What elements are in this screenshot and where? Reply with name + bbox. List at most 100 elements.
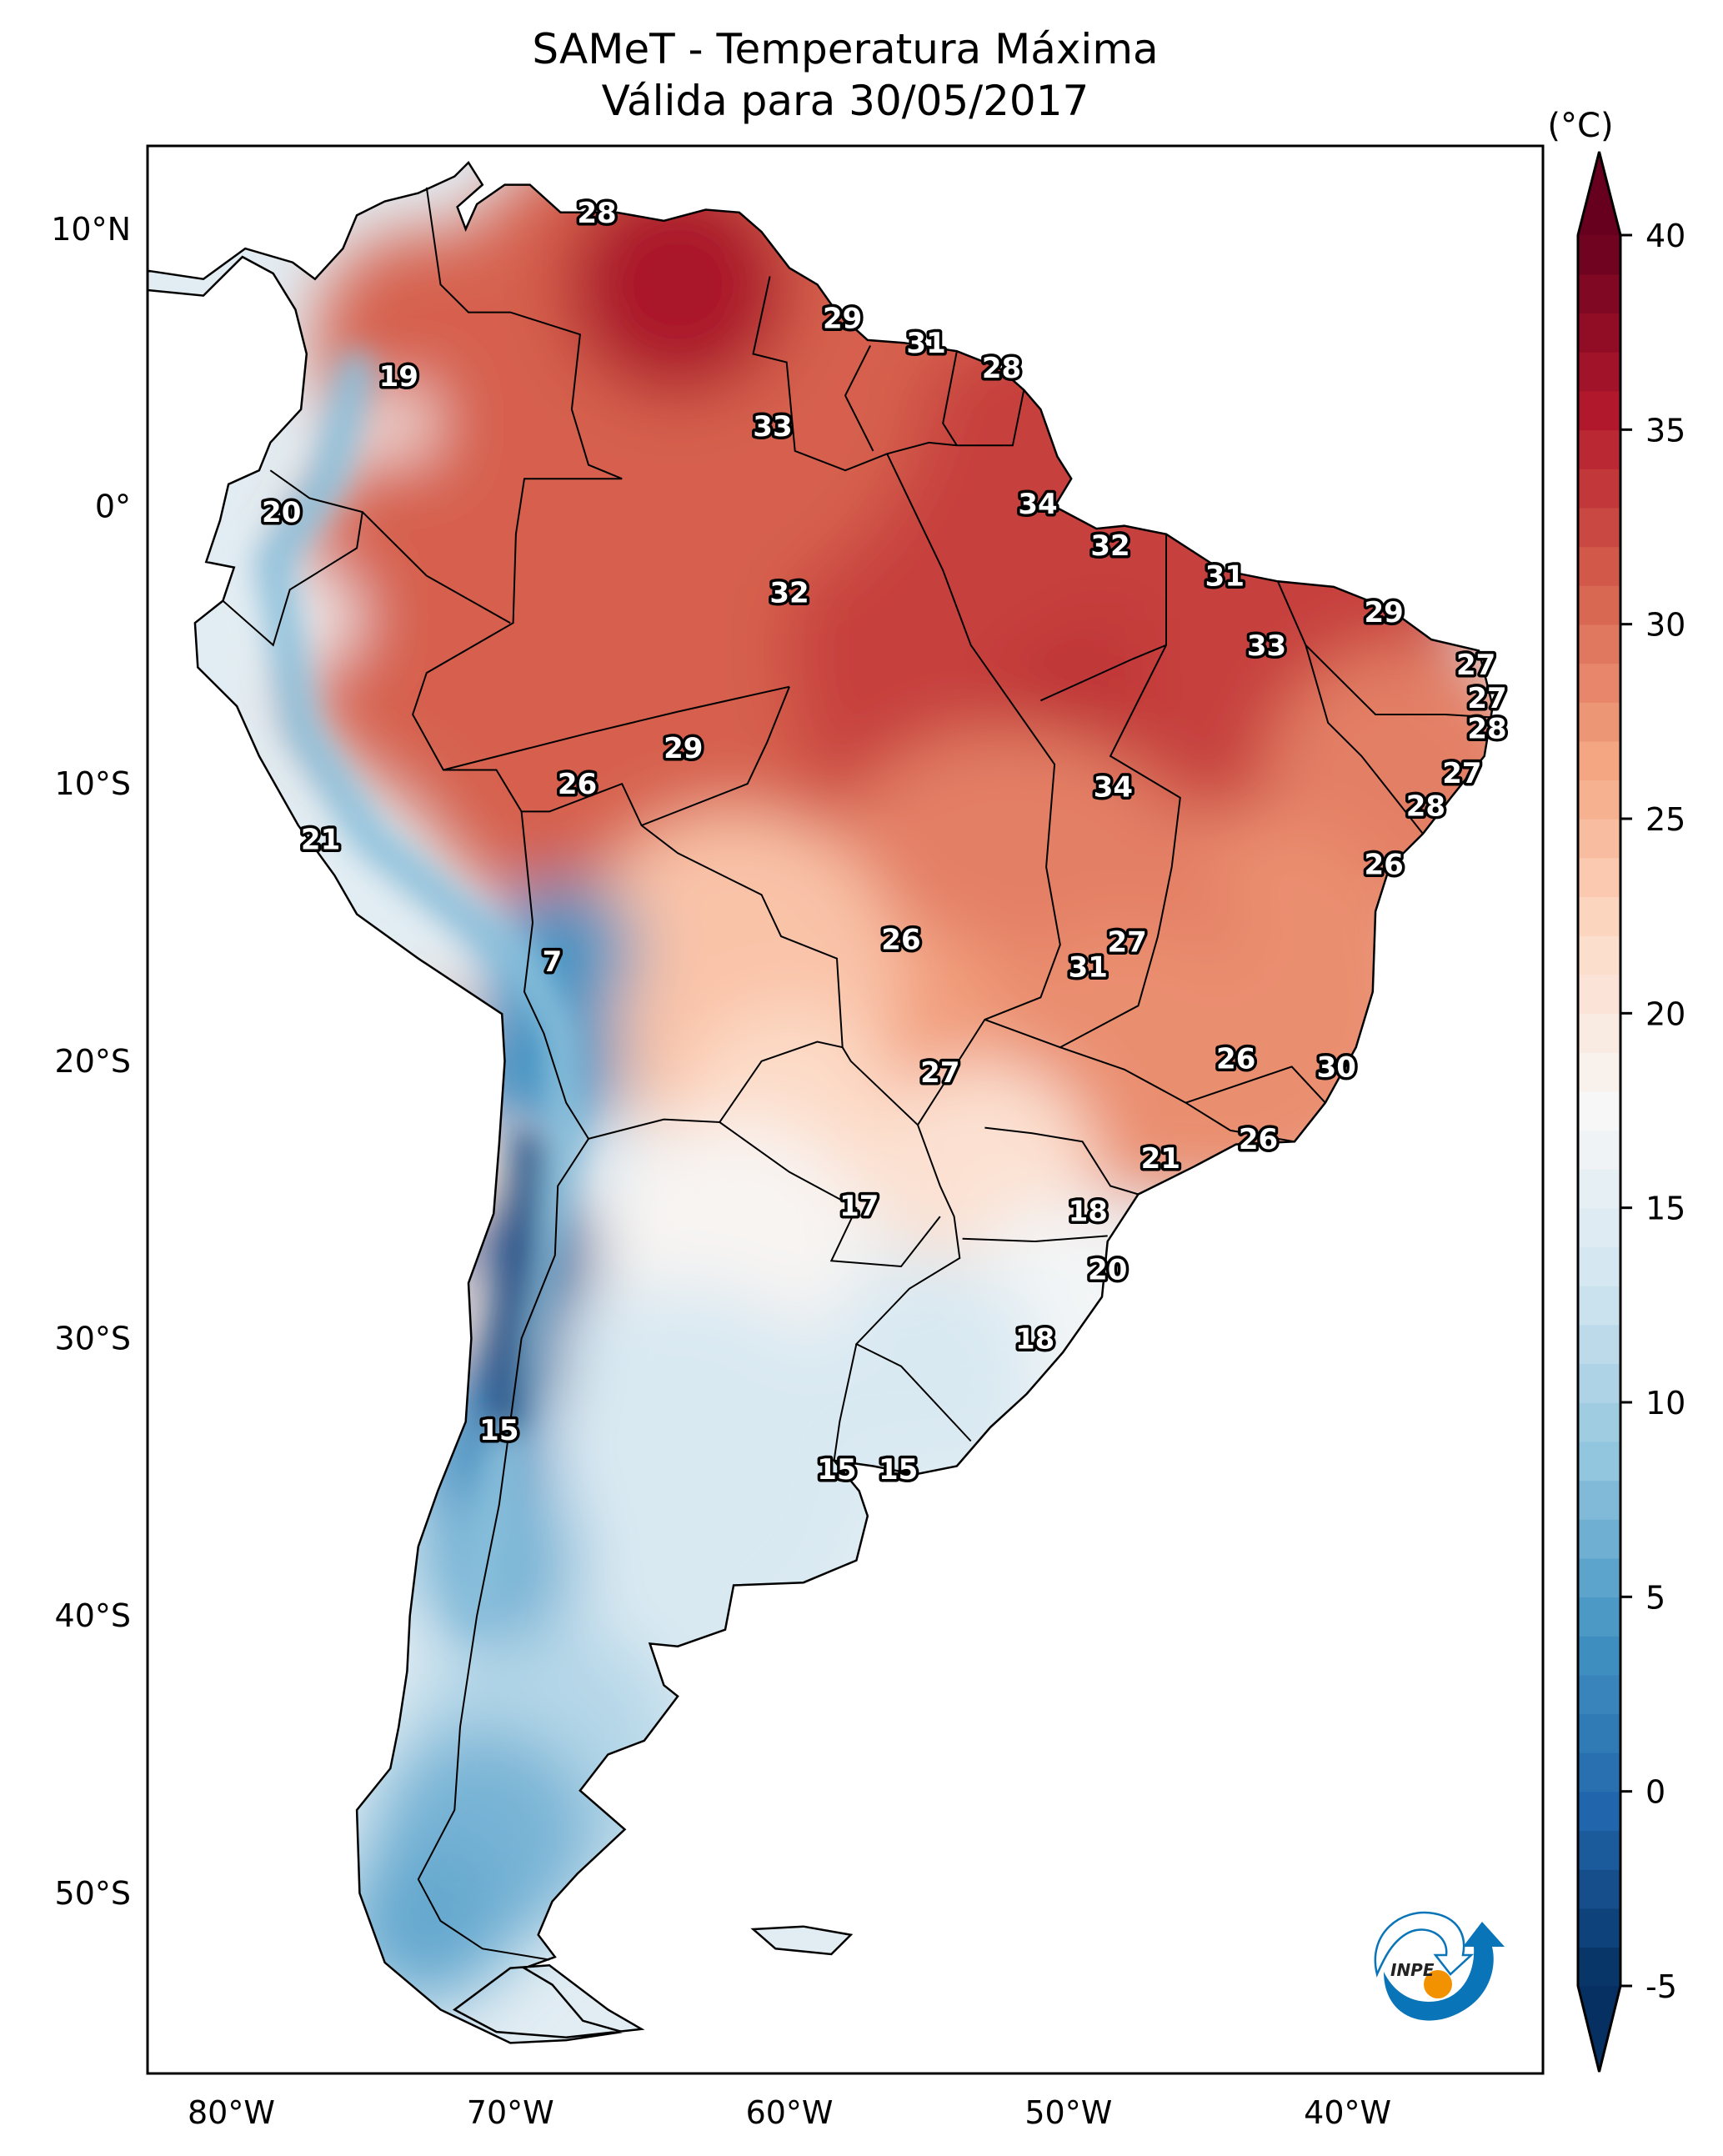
colorbar-segment [1578, 780, 1620, 820]
border-line [962, 1235, 1108, 1243]
temperature-value-label: 27 [1467, 682, 1506, 715]
temperature-value-label: 19 [379, 360, 418, 394]
inpe-logo: INPE [1374, 1911, 1505, 2021]
colorbar-segment [1578, 1908, 1620, 1948]
temperature-blob [314, 228, 538, 451]
temperature-value-label: 26 [1239, 1123, 1278, 1156]
temperature-value-label: 27 [1107, 926, 1146, 960]
y-tick-label: 20°S [55, 1043, 131, 1080]
colorbar-segment [1578, 1286, 1620, 1326]
temperature-value-label: 32 [769, 577, 809, 610]
border-line [1276, 580, 1424, 835]
temperature-value-label: 33 [753, 410, 792, 444]
colorbar-segment [1578, 1947, 1620, 1987]
x-tick-label: 50°W [1024, 2094, 1112, 2131]
temperature-value-label: 15 [879, 1453, 918, 1487]
colorbar-segment [1578, 663, 1620, 703]
temperature-value-label: 28 [577, 197, 616, 230]
temperature-value-label: 29 [664, 732, 703, 765]
temperature-value-label: 34 [1018, 488, 1057, 521]
colorbar-segment [1578, 819, 1620, 859]
colorbar-segment [1578, 1013, 1620, 1053]
y-tick-label: 30°S [55, 1320, 131, 1356]
colorbar-segment [1578, 1480, 1620, 1520]
colorbar-tick-label: 0 [1645, 1774, 1665, 1811]
political-borders [222, 187, 1490, 1961]
temperature-value-label: 32 [1090, 529, 1129, 563]
colorbar-segment [1578, 546, 1620, 586]
map-frame [146, 144, 1545, 2075]
border-line [984, 534, 1181, 1049]
border-line [752, 276, 1025, 472]
colorbar-segment [1578, 974, 1620, 1015]
temperature-value-label: 30 [1317, 1050, 1356, 1084]
border-line [844, 345, 874, 452]
border-line [1039, 644, 1167, 702]
colorbar-segment [1578, 1324, 1620, 1365]
y-tick-label: 50°S [55, 1875, 131, 1912]
colorbar-segment [1578, 429, 1620, 469]
colorbar-segment [1578, 1169, 1620, 1209]
logo-curved-arrow [1374, 1911, 1475, 1978]
colorbar-segment [1578, 935, 1620, 975]
temperature-value-label: 34 [1094, 770, 1133, 804]
temperature-blob [566, 173, 790, 396]
temperature-value-label: 15 [479, 1414, 518, 1447]
temperature-value-label: 31 [1205, 560, 1245, 594]
colorbar-segment [1578, 1246, 1620, 1286]
border-line [443, 685, 790, 771]
temperature-value-label: 29 [1364, 596, 1403, 629]
andes-coldest-band [493, 1130, 544, 1436]
temperature-value-label: 29 [823, 302, 862, 335]
border-line [362, 511, 511, 624]
logo-text: INPE [1390, 1960, 1435, 1980]
colorbar-segment [1578, 1597, 1620, 1637]
colorbar-tick-label: -5 [1645, 1968, 1677, 2005]
colorbar-segment [1578, 1091, 1620, 1131]
colorbar-extend-max-arrow [1578, 152, 1620, 235]
border-line [520, 811, 589, 1140]
temperature-value-label: 26 [881, 923, 920, 956]
colorbar-segment [1578, 1752, 1620, 1792]
colorbar-segment [1578, 702, 1620, 742]
temperature-value-label: 17 [839, 1190, 879, 1223]
colorbar-segment [1578, 624, 1620, 664]
x-axis: 80°W 70°W 60°W 50°W 40°W [188, 2094, 1391, 2131]
colorbar: -5 0 5 10 15 20 25 30 35 40 [1576, 151, 1685, 2073]
border-line [1185, 1065, 1326, 1104]
colorbar-segment [1578, 1402, 1620, 1442]
border-line [942, 351, 958, 446]
colorbar-tick-label: 15 [1645, 1191, 1685, 1227]
temperature-value-label: 28 [1406, 790, 1445, 824]
temperature-value-label: 27 [920, 1056, 959, 1090]
temperature-value-label: 20 [262, 496, 301, 529]
colorbar-segment [1578, 235, 1620, 275]
colorbar-segment [1578, 469, 1620, 509]
colorbar-tick-label: 35 [1645, 412, 1685, 449]
colorbar-segment [1578, 1674, 1620, 1715]
colorbar-segment [1578, 585, 1620, 625]
colorbar-tick-label: 20 [1645, 995, 1685, 1032]
temperature-value-label: 28 [1467, 713, 1506, 746]
border-line [1305, 644, 1490, 719]
temperature-value-label: 26 [1364, 849, 1403, 882]
y-tick-label: 0° [95, 488, 131, 524]
temperature-value-label: 28 [982, 352, 1021, 385]
colorbar-extend-min-arrow [1578, 1986, 1620, 2072]
colorbar-unit-label: (°C) [1547, 107, 1614, 145]
colorbar-segment [1578, 1791, 1620, 1832]
colorbar-segment [1578, 1207, 1620, 1248]
border-line [641, 686, 790, 826]
colorbar-segment [1578, 857, 1620, 898]
temperature-value-label: 15 [817, 1453, 856, 1487]
colorbar-segment [1578, 1363, 1620, 1403]
border-line [222, 469, 363, 647]
x-tick-label: 70°W [467, 2094, 554, 2131]
colorbar-segment [1578, 1869, 1620, 1909]
temperature-value-label: 27 [1442, 757, 1481, 790]
temperature-value-label: 27 [1456, 649, 1495, 682]
colorbar-segment [1578, 273, 1620, 314]
colorbar-segment [1578, 1636, 1620, 1676]
